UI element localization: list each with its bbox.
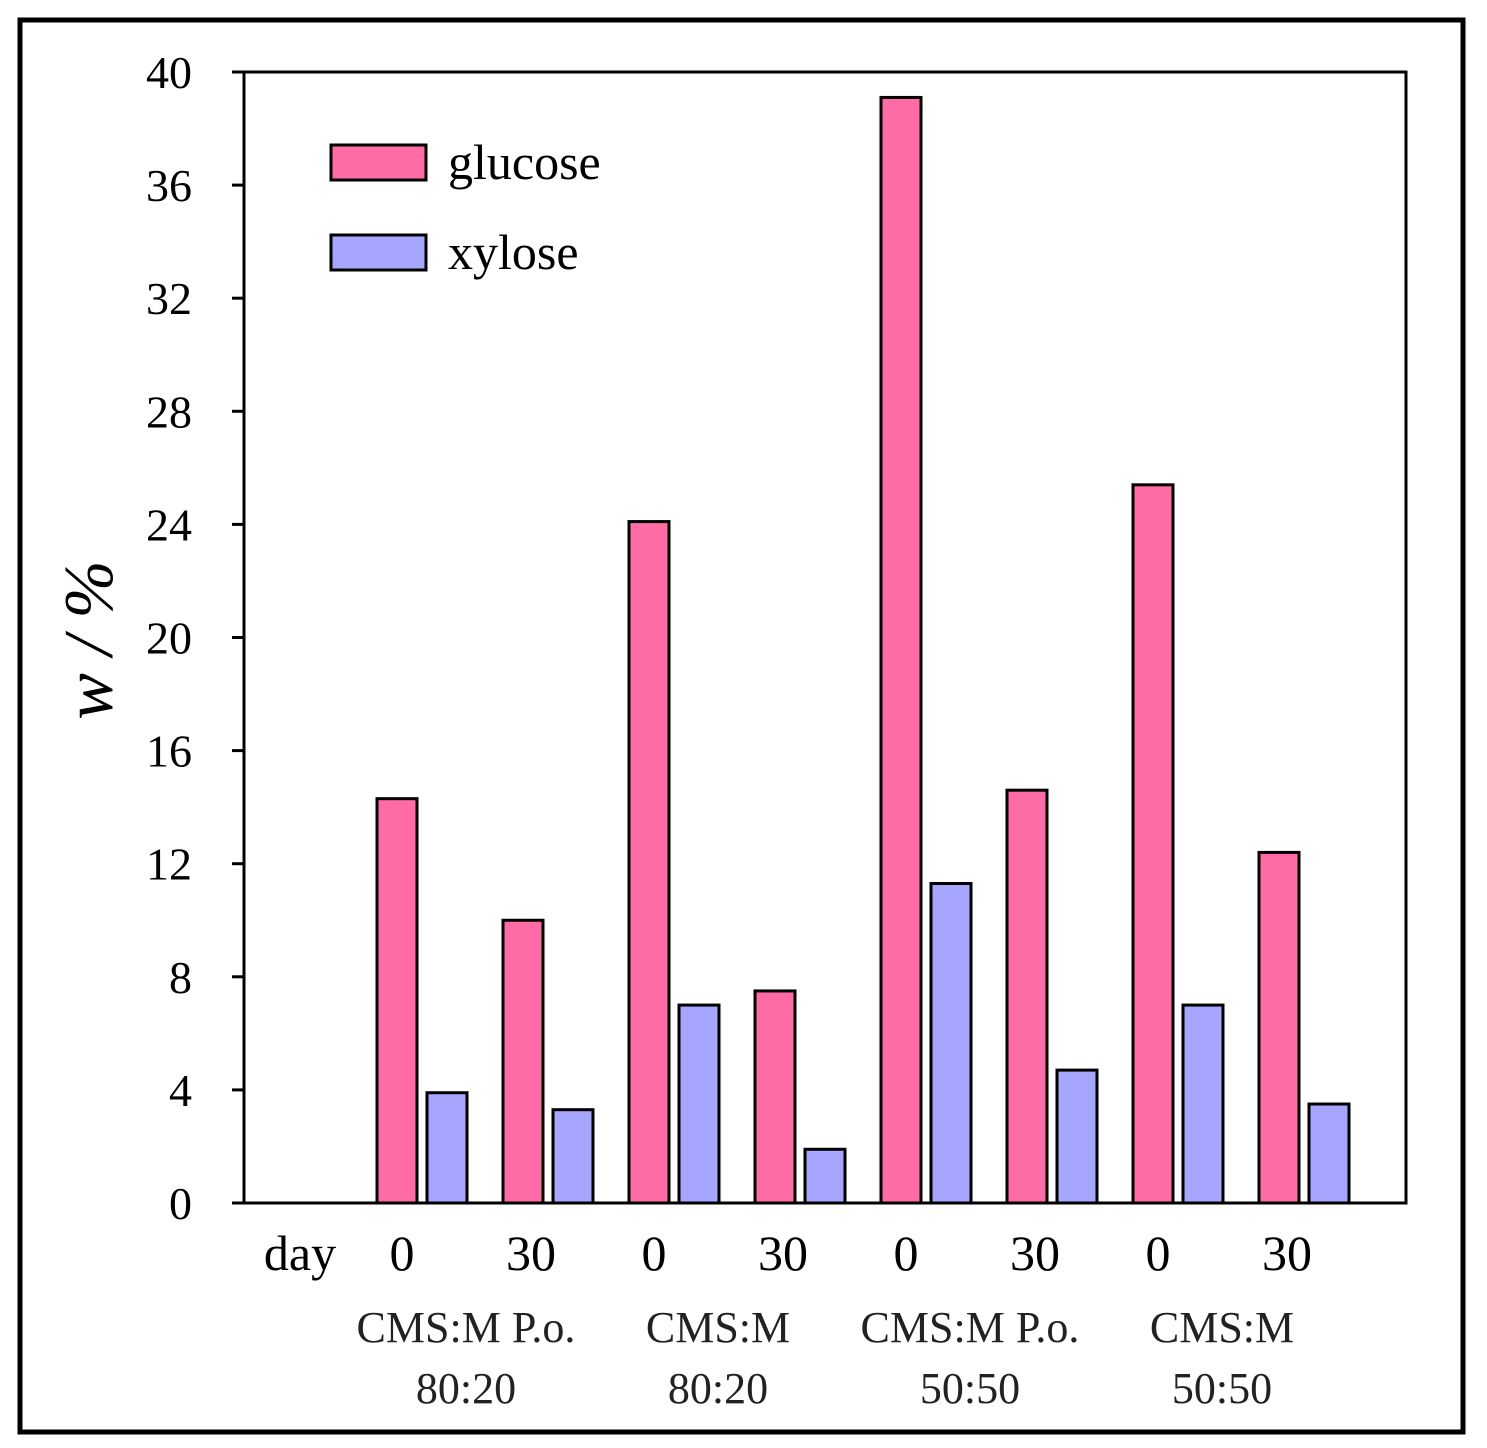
bar-xylose-7 [1307, 1102, 1351, 1205]
x-tick-label: 0 [894, 1225, 919, 1281]
bars [375, 95, 1351, 1205]
y-tick-label: 24 [146, 499, 192, 550]
y-tick-label: 4 [169, 1065, 192, 1116]
figure-frame [17, 17, 1466, 1435]
bar-glucose-5 [1005, 788, 1049, 1205]
x-tick-label: 0 [390, 1225, 415, 1281]
bar-xylose-0 [425, 1091, 469, 1205]
legend-label-glucose: glucose [448, 134, 601, 190]
group-label-line2: 50:50 [920, 1364, 1020, 1413]
y-tick-label: 20 [146, 613, 192, 664]
x-axis-labels: day 0 30 0 30 0 30 0 30 CMS:M P.o. 80:20 CMS:M 80:20… [264, 1225, 1312, 1413]
group-label-line1: CMS:M P.o. [357, 1303, 576, 1352]
legend: glucose xylose [329, 134, 601, 280]
group-label-line2: 80:20 [668, 1364, 768, 1413]
group-label-line2: 80:20 [416, 1364, 516, 1413]
bar-xylose-6 [1181, 1003, 1225, 1205]
x-tick-label: 0 [642, 1225, 667, 1281]
y-axis-label: w / % [51, 560, 128, 719]
legend-swatch-glucose [329, 143, 428, 182]
bar-xylose-4 [929, 881, 973, 1205]
x-row-label: day [264, 1225, 336, 1281]
y-tick-label: 8 [169, 952, 192, 1003]
group-label-line2: 50:50 [1172, 1364, 1272, 1413]
y-tick-label: 0 [169, 1178, 192, 1229]
group-label-line1: CMS:M P.o. [861, 1303, 1080, 1352]
bar-glucose-0 [375, 797, 419, 1205]
y-axis: 0 4 8 12 16 20 24 28 32 36 40 [146, 47, 244, 1229]
y-tick-label: 16 [146, 726, 192, 777]
bar-glucose-7 [1257, 850, 1301, 1205]
y-tick-label: 28 [146, 386, 192, 437]
legend-swatch-xylose [329, 233, 428, 272]
x-tick-label: 30 [758, 1225, 808, 1281]
bar-glucose-4 [879, 95, 923, 1205]
y-tick-label: 12 [146, 839, 192, 890]
bar-glucose-1 [501, 918, 545, 1205]
y-tick-label: 36 [146, 160, 192, 211]
y-tick-label: 32 [146, 273, 192, 324]
legend-label-xylose: xylose [448, 224, 579, 280]
x-tick-label: 30 [1010, 1225, 1060, 1281]
bar-glucose-6 [1131, 483, 1175, 1205]
bar-glucose-2 [627, 520, 671, 1205]
x-tick-label: 30 [506, 1225, 556, 1281]
bar-xylose-2 [677, 1003, 721, 1205]
group-label-line1: CMS:M [1150, 1303, 1294, 1352]
bar-xylose-3 [803, 1147, 847, 1205]
bar-glucose-3 [753, 989, 797, 1205]
x-tick-label: 0 [1146, 1225, 1171, 1281]
bar-xylose-5 [1055, 1068, 1099, 1205]
x-tick-label: 30 [1262, 1225, 1312, 1281]
bar-xylose-1 [551, 1108, 595, 1205]
y-tick-label: 40 [146, 47, 192, 98]
group-label-line1: CMS:M [646, 1303, 790, 1352]
